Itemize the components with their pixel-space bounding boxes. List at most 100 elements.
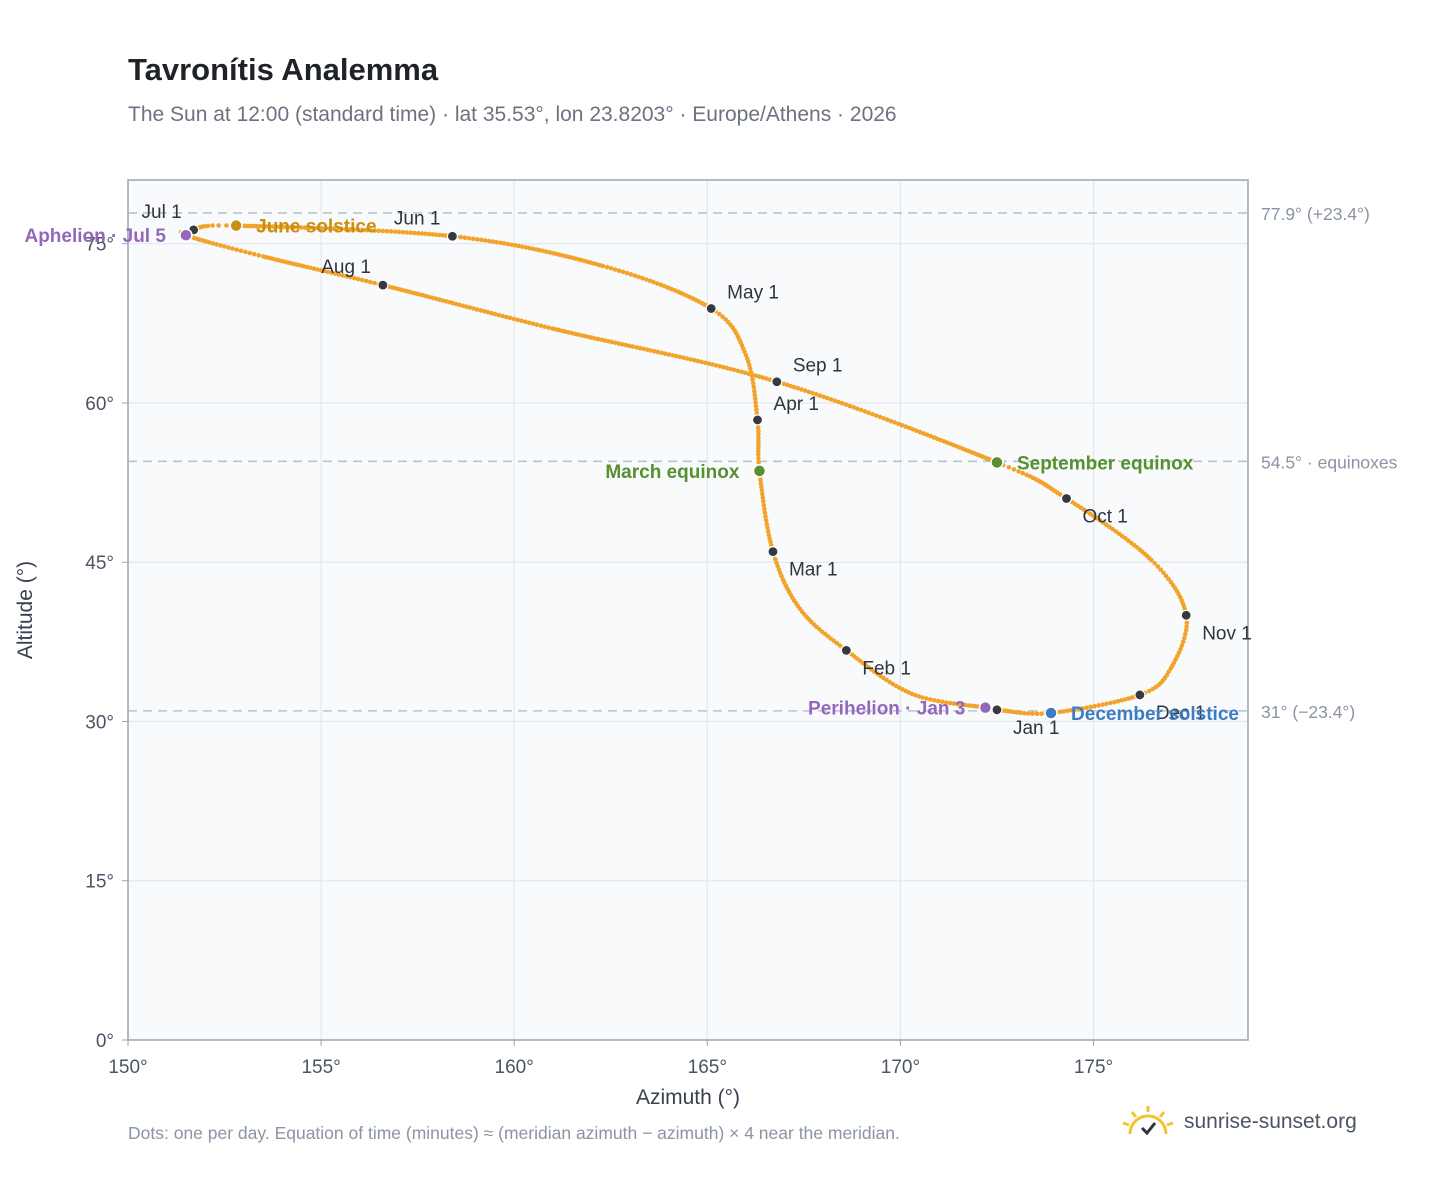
reference-line-label: 31° (−23.4°) bbox=[1261, 702, 1355, 722]
daily-dot bbox=[273, 224, 279, 229]
daily-dot bbox=[750, 377, 755, 383]
event-marker-label: September equinox bbox=[1017, 453, 1194, 474]
daily-dot bbox=[458, 234, 464, 240]
daily-dot bbox=[947, 700, 953, 706]
daily-dot bbox=[792, 384, 797, 390]
daily-dot bbox=[505, 241, 511, 247]
daily-dot bbox=[735, 368, 741, 374]
daily-dot bbox=[637, 345, 643, 351]
daily-dot bbox=[720, 314, 725, 320]
daily-dot bbox=[470, 236, 476, 242]
y-tick-label: 60° bbox=[85, 394, 114, 415]
event-marker-dot bbox=[1044, 706, 1058, 720]
daily-dot bbox=[1161, 570, 1166, 576]
daily-dot bbox=[332, 271, 338, 276]
daily-dot bbox=[810, 390, 815, 396]
daily-dot bbox=[739, 369, 744, 375]
daily-dot bbox=[364, 278, 369, 284]
y-axis-ticks: 0° 15° 30° 45° 60° 75° bbox=[85, 235, 128, 1052]
daily-dot bbox=[870, 411, 875, 417]
month-marker-dot bbox=[751, 414, 764, 426]
daily-dot bbox=[753, 400, 758, 405]
daily-dot bbox=[1061, 709, 1066, 714]
daily-dot bbox=[746, 371, 751, 377]
daily-dot bbox=[238, 248, 244, 254]
daily-dot bbox=[1092, 703, 1097, 709]
daily-dot bbox=[728, 366, 733, 372]
daily-dot bbox=[1119, 698, 1124, 703]
month-marker-label: Aug 1 bbox=[321, 257, 371, 278]
month-marker-label: Jul 1 bbox=[142, 202, 182, 223]
daily-dot bbox=[368, 228, 373, 233]
month-marker-label: May 1 bbox=[727, 282, 779, 303]
daily-dot bbox=[732, 367, 737, 373]
daily-dot bbox=[489, 310, 494, 316]
event-marker-dot bbox=[990, 455, 1004, 470]
daily-dot bbox=[1179, 643, 1185, 648]
daily-dot bbox=[359, 277, 365, 283]
daily-dot bbox=[747, 366, 753, 371]
daily-dot bbox=[756, 428, 761, 434]
daily-dot bbox=[873, 413, 879, 418]
daily-dot bbox=[662, 283, 667, 289]
daily-dot bbox=[924, 432, 930, 438]
daily-dot bbox=[538, 323, 544, 329]
daily-dot bbox=[404, 230, 410, 235]
daily-dot bbox=[392, 229, 398, 234]
daily-dot bbox=[916, 694, 922, 699]
daily-dot bbox=[896, 421, 901, 427]
daily-dot bbox=[256, 253, 262, 258]
daily-dot bbox=[821, 394, 826, 400]
daily-dot bbox=[1184, 620, 1190, 625]
daily-dot bbox=[813, 392, 819, 397]
brand-name[interactable]: sunrise-sunset.org bbox=[1184, 1110, 1357, 1133]
daily-dot bbox=[344, 274, 349, 279]
daily-dot bbox=[519, 318, 524, 324]
daily-dot bbox=[753, 373, 759, 379]
event-marker-label: Aphelion · Jul 5 bbox=[24, 226, 166, 247]
daily-dot bbox=[764, 376, 769, 381]
daily-dot bbox=[935, 698, 941, 704]
sun-logo-icon bbox=[1122, 1106, 1174, 1136]
daily-dot bbox=[648, 348, 654, 353]
daily-dot bbox=[663, 351, 668, 357]
daily-dot bbox=[717, 364, 723, 369]
daily-dot bbox=[924, 696, 929, 701]
daily-dot bbox=[230, 246, 235, 251]
daily-dot bbox=[323, 226, 328, 231]
daily-dot bbox=[756, 459, 761, 465]
daily-dot bbox=[423, 231, 428, 237]
month-marker-label: Sep 1 bbox=[793, 356, 843, 377]
daily-dot bbox=[755, 425, 761, 431]
daily-dot bbox=[351, 227, 357, 232]
daily-dot bbox=[471, 306, 476, 311]
daily-dot bbox=[651, 279, 656, 285]
daily-dot bbox=[1112, 699, 1117, 705]
daily-dot bbox=[666, 352, 672, 357]
plot-background bbox=[128, 180, 1248, 1040]
daily-dot bbox=[851, 405, 856, 410]
daily-dot bbox=[616, 341, 622, 346]
daily-dot bbox=[756, 435, 761, 441]
daily-dot bbox=[752, 388, 757, 394]
daily-dot bbox=[462, 235, 468, 240]
brand[interactable]: sunrise-sunset.org bbox=[1120, 1104, 1357, 1140]
daily-dot bbox=[1100, 520, 1106, 525]
daily-dot bbox=[828, 397, 834, 402]
daily-dot bbox=[311, 225, 316, 231]
footnote: Dots: one per day. Equation of time (min… bbox=[128, 1123, 900, 1143]
daily-dot bbox=[907, 425, 912, 431]
daily-dot bbox=[959, 702, 964, 707]
daily-dot bbox=[763, 518, 769, 523]
daily-dot bbox=[1068, 708, 1074, 713]
x-axis-ticks: 150° 155° 160° 165° 170° 175° bbox=[108, 1040, 1113, 1078]
daily-dot bbox=[752, 392, 758, 398]
daily-dot bbox=[756, 448, 761, 454]
daily-dot bbox=[1163, 573, 1169, 579]
daily-dot bbox=[485, 309, 491, 315]
daily-dot bbox=[224, 223, 229, 228]
daily-dot bbox=[762, 510, 768, 516]
daily-dot bbox=[314, 267, 320, 272]
daily-dot bbox=[360, 227, 365, 233]
daily-dot bbox=[1168, 666, 1174, 671]
